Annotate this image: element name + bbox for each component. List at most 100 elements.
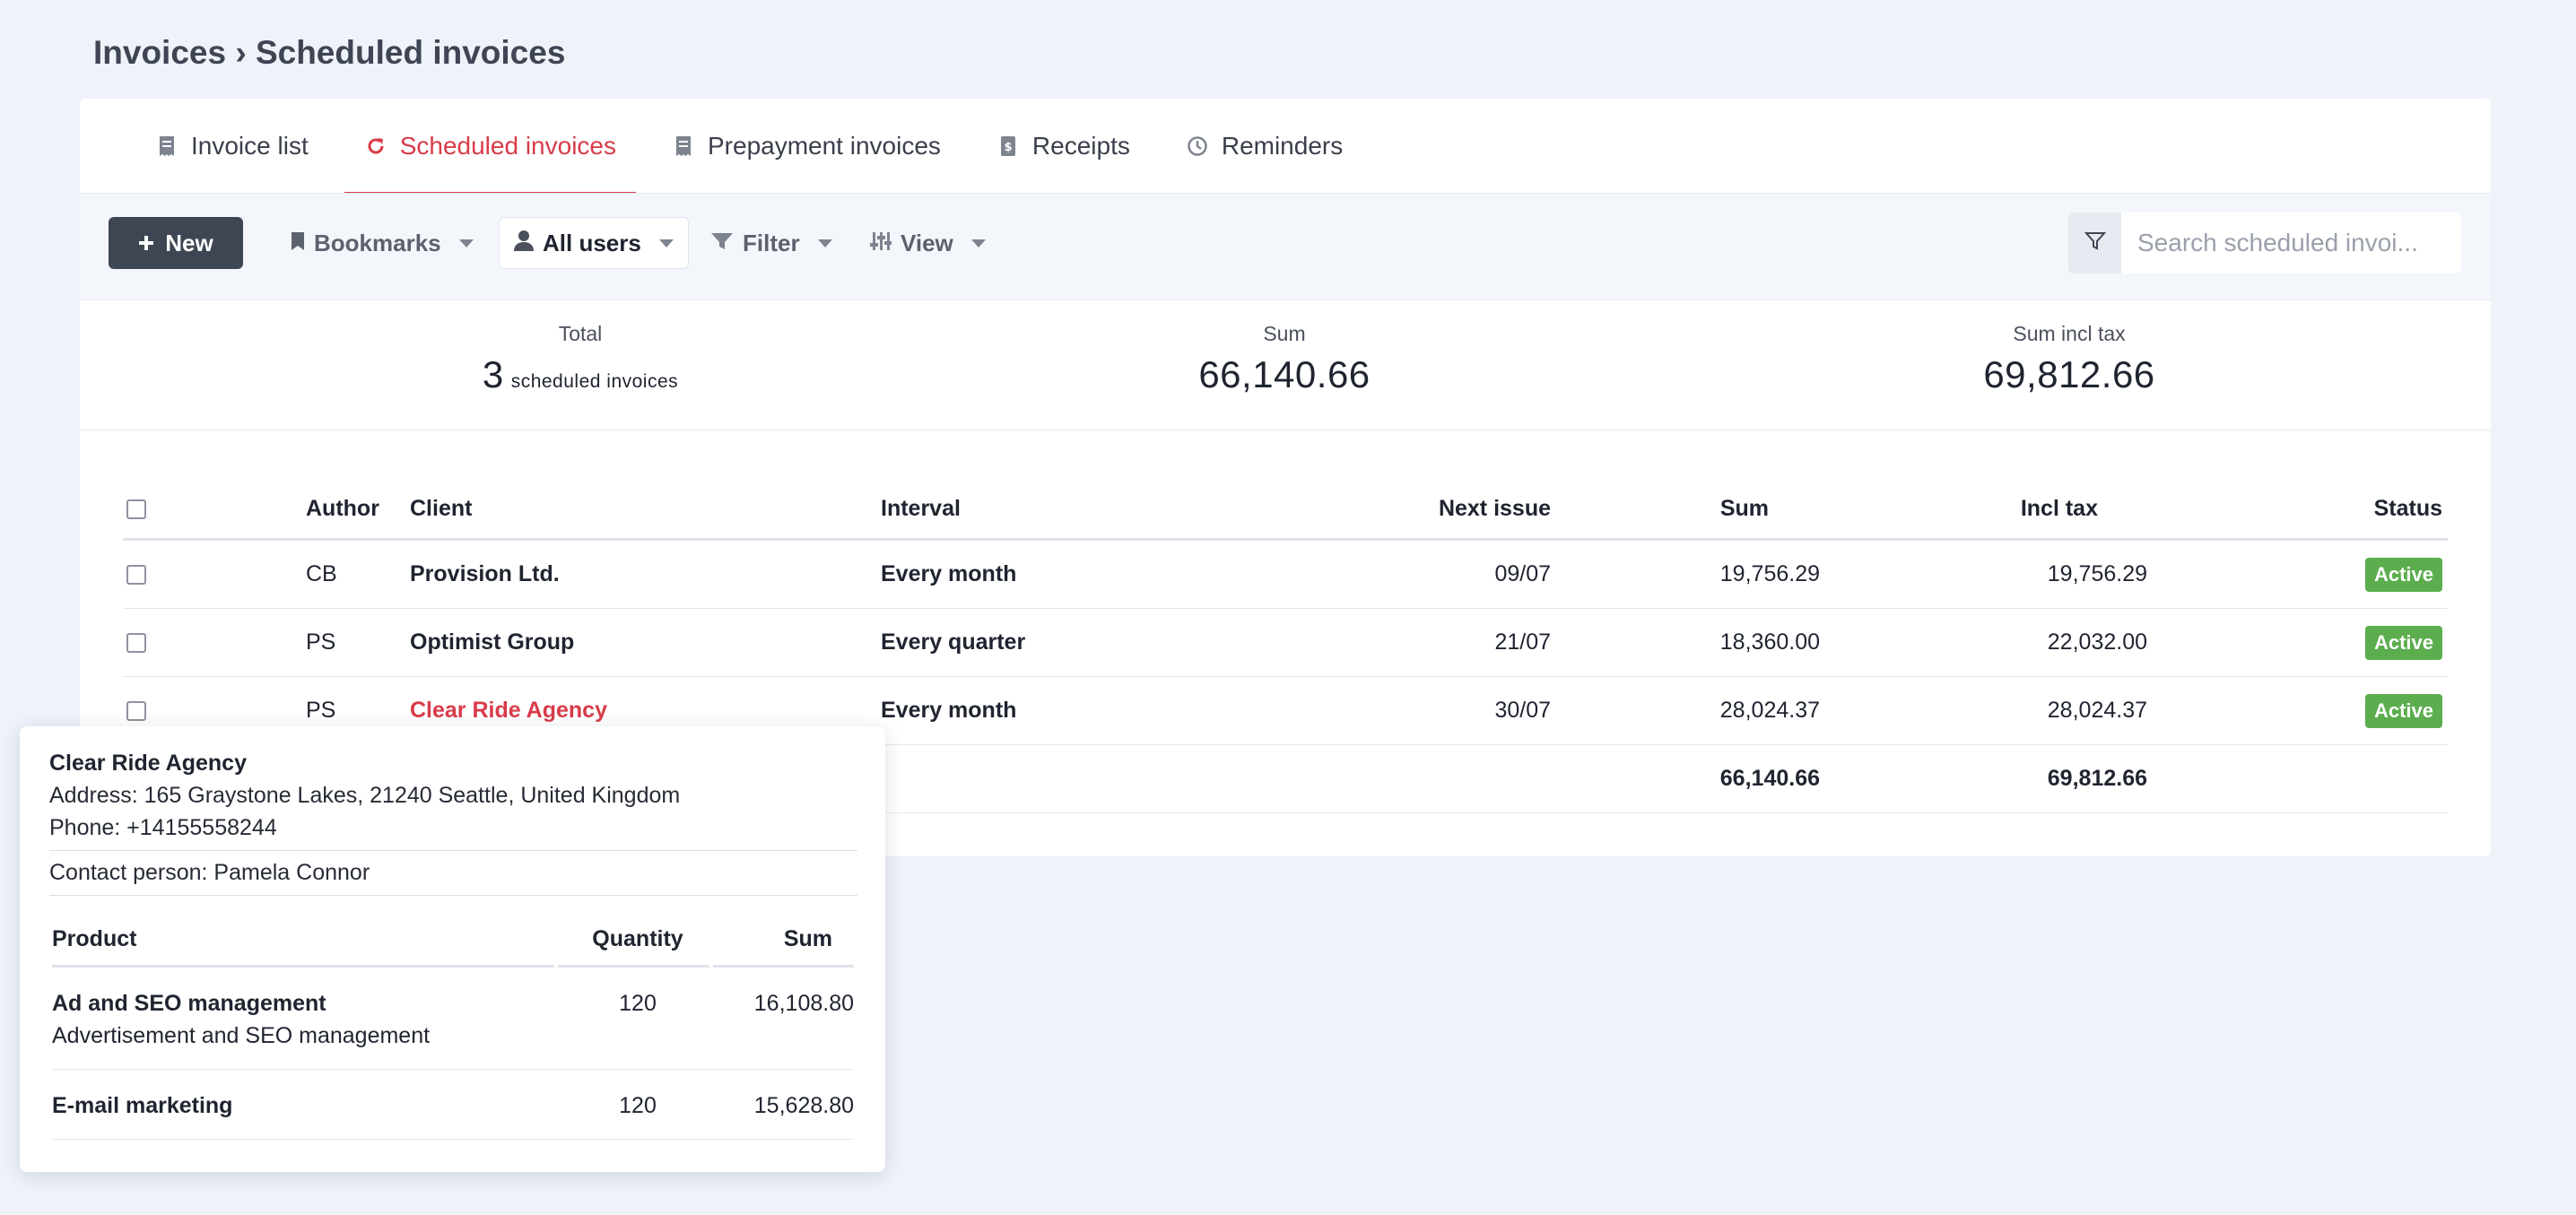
header-interval[interactable]: Interval	[881, 496, 961, 521]
svg-text:$: $	[1004, 141, 1012, 154]
plus-icon	[138, 230, 154, 257]
summary-total-label: Total	[558, 322, 603, 345]
row-incl-tax: 19,756.29	[2047, 561, 2147, 586]
tab-scheduled-invoices[interactable]: Scheduled invoices	[344, 99, 637, 195]
row-incl-tax: 28,024.37	[2047, 698, 2147, 723]
row-sum: 28,024.37	[1719, 698, 1820, 723]
summary-sum-incl-value: 69,812.66	[1983, 353, 2155, 395]
row-incl-tax: 22,032.00	[2047, 629, 2147, 655]
tab-label: Invoice list	[191, 131, 309, 160]
row-sum: 19,756.29	[1719, 561, 1820, 586]
chevron-down-icon	[817, 239, 832, 247]
header-next-issue[interactable]: Next issue	[1438, 496, 1551, 521]
row-client[interactable]: Clear Ride Agency	[410, 698, 607, 723]
chevron-down-icon	[658, 239, 674, 247]
funnel-icon	[2084, 230, 2106, 256]
summary-sum-incl: Sum incl tax 69,812.66	[1890, 322, 2249, 396]
tab-prepayment-invoices[interactable]: Prepayment invoices	[652, 99, 961, 193]
tab-receipts[interactable]: $ Receipts	[977, 99, 1150, 193]
search-input[interactable]	[2121, 213, 2461, 273]
divider	[49, 895, 857, 896]
search-box	[2068, 213, 2461, 273]
row-checkbox[interactable]	[126, 564, 146, 585]
table-row[interactable]: CB Provision Ltd. Every month 09/07 19,7…	[123, 541, 2448, 609]
summary-sum-label: Sum	[1263, 322, 1306, 345]
table-row[interactable]: PS Optimist Group Every quarter 21/07 18…	[123, 609, 2448, 677]
row-next-issue: 09/07	[1494, 561, 1551, 586]
clock-icon	[1186, 135, 1209, 158]
funnel-icon	[710, 230, 734, 257]
toolbar: New Bookmarks All users Filter	[80, 193, 2491, 300]
popover-contact: Contact person: Pamela Connor	[49, 860, 370, 885]
header-checkbox-cell	[126, 480, 146, 538]
row-checkbox[interactable]	[126, 700, 146, 721]
receipt-icon	[155, 135, 178, 158]
receipt-icon	[672, 135, 695, 158]
table-row[interactable]: PS Clear Ride Agency Every month 30/07 2…	[123, 677, 2448, 745]
row-interval: Every month	[881, 698, 1017, 723]
tab-label: Receipts	[1031, 131, 1130, 160]
table-totals-row: 66,140.66 69,812.66	[123, 745, 2448, 813]
search-filter-button[interactable]	[2068, 213, 2121, 273]
bookmark-icon	[291, 230, 305, 257]
view-dropdown[interactable]: View	[870, 217, 986, 269]
tab-reminders[interactable]: Reminders	[1166, 99, 1362, 193]
product-description: Advertisement and SEO management	[52, 1023, 431, 1048]
sliders-icon	[870, 230, 892, 257]
total-sum: 66,140.66	[1719, 766, 1820, 791]
user-icon	[514, 230, 534, 257]
filter-dropdown[interactable]: Filter	[710, 217, 832, 269]
status-badge: Active	[2364, 625, 2442, 660]
row-client[interactable]: Optimist Group	[410, 629, 575, 655]
summary-total: Total 3 scheduled invoices	[401, 322, 760, 396]
row-interval: Every month	[881, 561, 1017, 586]
popover-table-header: Product Quantity Sum	[52, 910, 854, 968]
page-title: Invoices › Scheduled invoices	[93, 34, 566, 71]
product-sum: 15,628.80	[753, 1093, 854, 1118]
tab-label: Scheduled invoices	[399, 131, 616, 160]
bookmarks-dropdown[interactable]: Bookmarks	[291, 217, 474, 269]
dollar-receipt-icon: $	[996, 135, 1020, 158]
product-quantity: 120	[619, 1093, 657, 1118]
status-badge: Active	[2364, 693, 2442, 728]
summary-sum: Sum 66,140.66	[1105, 322, 1464, 396]
popover-phone: Phone: +14155558244	[49, 815, 277, 840]
summary-sum-value: 66,140.66	[1198, 353, 1371, 395]
row-next-issue: 30/07	[1494, 698, 1551, 723]
row-checkbox-cell	[126, 541, 146, 608]
tab-bar: Invoice list Scheduled invoices Prepayme…	[80, 99, 2491, 195]
chevron-down-icon	[970, 239, 986, 247]
summary-sum-incl-label: Sum incl tax	[2013, 322, 2126, 345]
row-author: CB	[306, 561, 337, 586]
row-checkbox-cell	[126, 677, 146, 744]
new-button[interactable]: New	[109, 217, 243, 269]
row-sum: 18,360.00	[1719, 629, 1820, 655]
popover-product-row: E-mail marketing 120 15,628.80	[52, 1070, 854, 1140]
header-incl-tax[interactable]: Incl tax	[2020, 496, 2098, 521]
tab-invoice-list[interactable]: Invoice list	[135, 99, 328, 193]
header-client[interactable]: Client	[410, 496, 473, 521]
scheduled-invoices-table: Author Client Interval Next issue Sum In…	[123, 480, 2448, 813]
select-all-checkbox[interactable]	[126, 499, 146, 519]
column-gap	[709, 910, 713, 968]
product-name: Ad and SEO management	[52, 991, 326, 1016]
tab-label: Reminders	[1221, 131, 1344, 160]
client-popover: Clear Ride Agency Address: 165 Graystone…	[20, 726, 885, 1172]
header-author[interactable]: Author	[306, 496, 379, 521]
total-incl-tax: 69,812.66	[2047, 766, 2147, 791]
popover-products-table: Product Quantity Sum Ad and SEO manageme…	[52, 910, 854, 1140]
header-status[interactable]: Status	[2373, 496, 2442, 521]
row-status-cell: Active	[2364, 609, 2442, 676]
row-next-issue: 21/07	[1494, 629, 1551, 655]
row-checkbox[interactable]	[126, 632, 146, 653]
row-interval: Every quarter	[881, 629, 1026, 655]
popover-address: Address: 165 Graystone Lakes, 21240 Seat…	[49, 783, 681, 808]
row-author: PS	[306, 698, 336, 723]
view-label: View	[901, 229, 953, 256]
users-dropdown[interactable]: All users	[499, 217, 689, 269]
header-sum[interactable]: Sum	[1719, 496, 1769, 521]
row-status-cell: Active	[2364, 677, 2442, 744]
row-client[interactable]: Provision Ltd.	[410, 561, 560, 586]
bookmarks-label: Bookmarks	[314, 229, 441, 256]
product-name: E-mail marketing	[52, 1093, 233, 1118]
